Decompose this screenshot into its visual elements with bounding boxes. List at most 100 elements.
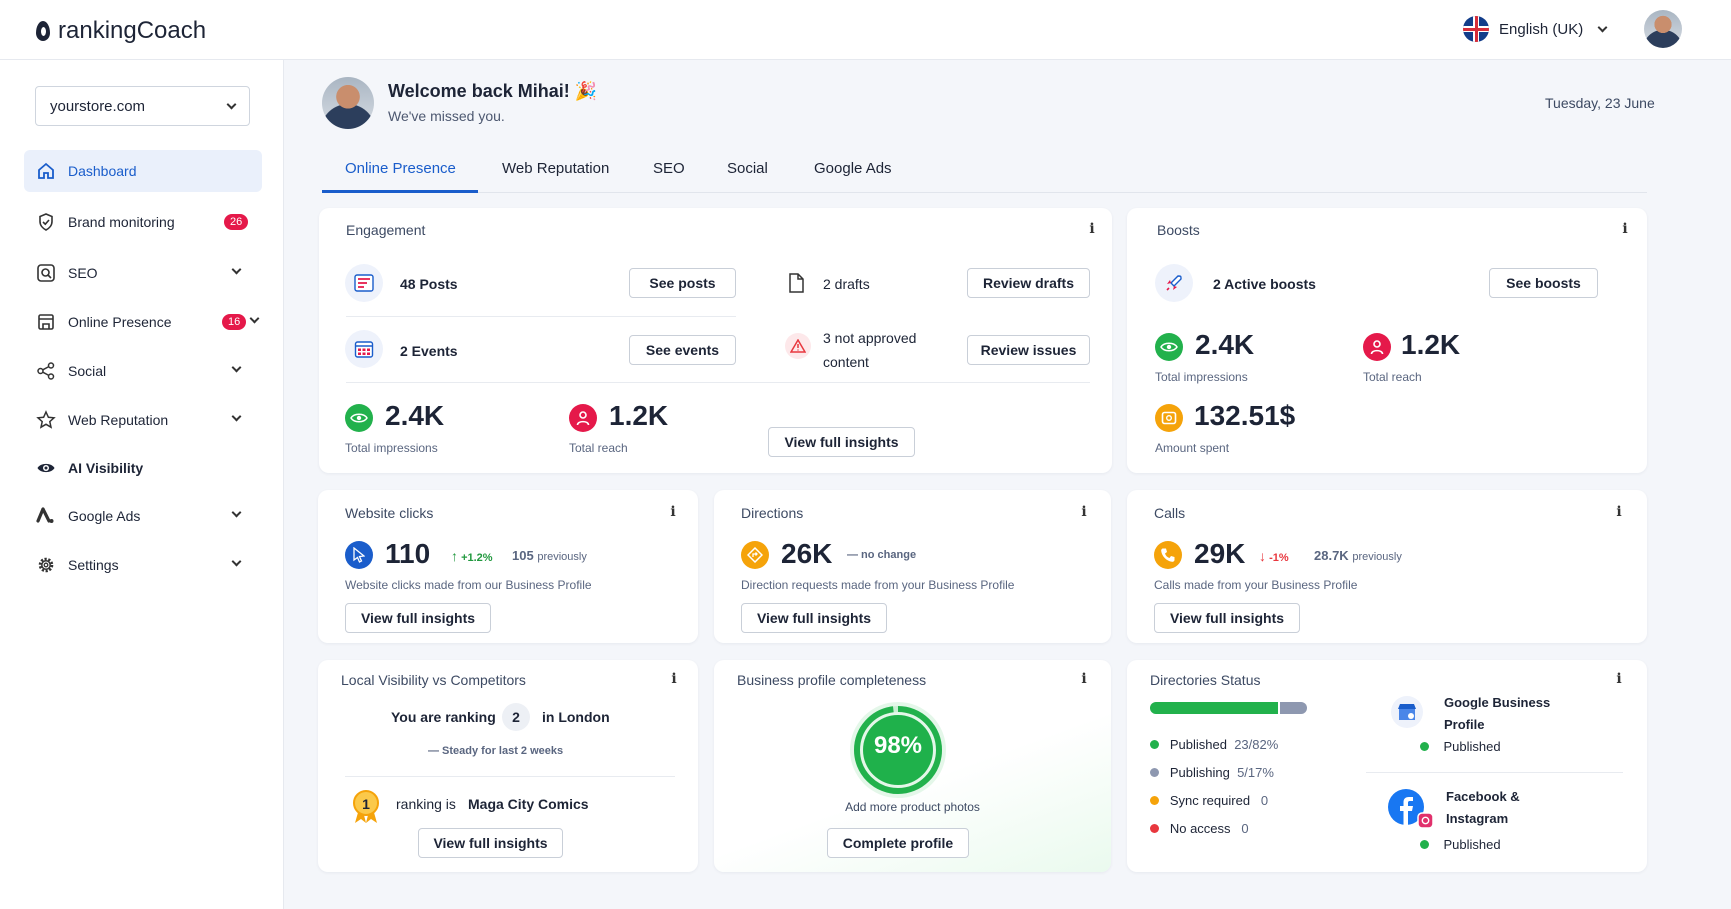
status-value: 23/82% xyxy=(1234,737,1279,752)
active-boosts: 2 Active boosts xyxy=(1213,276,1316,292)
info-icon[interactable]: i xyxy=(1616,504,1622,520)
sidebar-item-seo[interactable]: SEO xyxy=(24,252,262,294)
language-selector[interactable]: English (UK) xyxy=(1463,16,1608,42)
posts-count: 48 Posts xyxy=(400,276,458,292)
calls-previous-label: previously xyxy=(1352,551,1402,563)
not-approved-line2: content xyxy=(823,354,869,370)
status-row-no-access: No access 0 xyxy=(1150,815,1278,843)
google-business-name-line2: Profile xyxy=(1444,717,1485,732)
website-clicks-change: ↑ +1.2% xyxy=(451,548,493,564)
competitor-prefix: ranking is xyxy=(396,796,456,812)
warning-icon xyxy=(785,333,811,359)
status-label: Published xyxy=(1169,737,1227,752)
tab-seo[interactable]: SEO xyxy=(653,160,685,177)
status-value: 0 xyxy=(1260,793,1269,808)
tab-online-presence[interactable]: Online Presence xyxy=(345,160,456,177)
sidebar-item-dashboard[interactable]: Dashboard xyxy=(24,150,262,192)
sidebar-item-online-presence[interactable]: Online Presence 16 xyxy=(24,301,262,343)
cursor-icon xyxy=(345,541,373,569)
chevron-down-icon[interactable] xyxy=(231,411,242,422)
brand-name: rankingCoach xyxy=(58,17,207,44)
info-icon[interactable]: i xyxy=(1081,671,1087,687)
calls-title: Calls xyxy=(1154,505,1186,521)
engagement-insights-button[interactable]: View full insights xyxy=(768,427,915,457)
completeness-gauge-arc xyxy=(854,706,942,794)
first-place-number: 1 xyxy=(362,796,370,812)
engagement-impressions-label: Total impressions xyxy=(345,441,438,455)
directories-card xyxy=(1127,660,1647,872)
impressions-eye-icon xyxy=(345,404,373,432)
local-visibility-title: Local Visibility vs Competitors xyxy=(341,672,526,688)
chevron-down-icon[interactable] xyxy=(231,264,242,275)
calls-description: Calls made from your Business Profile xyxy=(1154,578,1358,592)
phone-icon xyxy=(1154,541,1182,569)
directories-status-list: Published 23/82% Publishing 5/17% Sync r… xyxy=(1150,731,1278,843)
sidebar-item-settings[interactable]: Settings xyxy=(24,544,262,586)
status-value: 0 xyxy=(1241,821,1249,836)
rocket-icon xyxy=(1155,264,1193,302)
tab-google-ads[interactable]: Google Ads xyxy=(814,160,892,177)
draft-file-icon xyxy=(788,273,804,296)
user-avatar[interactable] xyxy=(1644,10,1682,48)
info-icon[interactable]: i xyxy=(670,504,676,520)
ranking-steady: — Steady for last 2 weeks xyxy=(428,745,564,757)
chevron-down-icon[interactable] xyxy=(231,507,242,518)
see-posts-button[interactable]: See posts xyxy=(629,268,736,298)
chevron-down-icon[interactable] xyxy=(231,362,242,373)
boosts-reach-label: Total reach xyxy=(1363,370,1422,384)
chevron-down-icon xyxy=(1597,22,1608,32)
status-label: Publishing xyxy=(1169,765,1230,780)
directions-change: — no change xyxy=(847,549,917,561)
sidebar-item-web-reputation[interactable]: Web Reputation xyxy=(24,399,262,441)
info-icon[interactable]: i xyxy=(1081,504,1087,520)
website-clicks-previous: 105 previously xyxy=(512,548,587,563)
divider xyxy=(346,382,1090,383)
logo[interactable]: rankingCoach xyxy=(36,17,206,45)
info-icon[interactable]: i xyxy=(1622,221,1628,237)
sidebar-item-brand-monitoring[interactable]: Brand monitoring 26 xyxy=(24,201,262,243)
directions-insights-button[interactable]: View full insights xyxy=(741,603,887,633)
ranking-prefix: You are ranking xyxy=(391,709,496,725)
status-dot xyxy=(1150,796,1159,805)
facebook-instagram-name: Facebook & Instagram xyxy=(1446,786,1520,830)
chevron-down-icon[interactable] xyxy=(249,313,260,324)
logo-icon xyxy=(36,21,50,41)
ranking-location: in London xyxy=(542,709,610,725)
complete-profile-button[interactable]: Complete profile xyxy=(827,828,969,858)
website-clicks-insights-button[interactable]: View full insights xyxy=(345,603,491,633)
sidebar-item-ai-visibility[interactable]: AI Visibility xyxy=(24,447,262,489)
see-boosts-button[interactable]: See boosts xyxy=(1489,268,1598,298)
divider xyxy=(1366,772,1623,773)
info-icon[interactable]: i xyxy=(1089,221,1095,237)
site-select[interactable]: yourstore.com xyxy=(35,86,250,126)
competitor-name: Maga City Comics xyxy=(468,796,589,812)
gear-icon xyxy=(36,555,56,575)
google-business-name: Google Business Profile xyxy=(1444,692,1550,736)
review-drafts-button[interactable]: Review drafts xyxy=(967,268,1090,298)
divider xyxy=(345,776,675,777)
tab-social[interactable]: Social xyxy=(727,160,768,177)
info-icon[interactable]: i xyxy=(1616,671,1622,687)
engagement-impressions-value: 2.4K xyxy=(385,400,445,431)
status-row-publishing: Publishing 5/17% xyxy=(1150,759,1278,787)
local-insights-button[interactable]: View full insights xyxy=(418,828,563,858)
google-business-icon xyxy=(1391,696,1423,731)
info-icon[interactable]: i xyxy=(671,671,677,687)
star-icon xyxy=(36,410,56,430)
tab-web-reputation[interactable]: Web Reputation xyxy=(502,160,610,177)
home-icon xyxy=(36,161,56,181)
sidebar-item-google-ads[interactable]: Google Ads xyxy=(24,495,262,537)
completeness-title: Business profile completeness xyxy=(737,672,927,688)
status-dot xyxy=(1150,768,1159,777)
facebook-instagram-icon xyxy=(1388,789,1434,832)
chevron-down-icon xyxy=(226,99,237,109)
google-business-name-line1: Google Business xyxy=(1444,695,1551,710)
status-value: 5/17% xyxy=(1237,765,1274,780)
award-ribbon-icon xyxy=(351,789,381,828)
chevron-down-icon[interactable] xyxy=(231,556,242,567)
review-issues-button[interactable]: Review issues xyxy=(967,335,1090,365)
see-events-button[interactable]: See events xyxy=(629,335,736,365)
website-clicks-description: Website clicks made from our Business Pr… xyxy=(345,578,592,592)
sidebar-item-social[interactable]: Social xyxy=(24,350,262,392)
calls-insights-button[interactable]: View full insights xyxy=(1154,603,1300,633)
